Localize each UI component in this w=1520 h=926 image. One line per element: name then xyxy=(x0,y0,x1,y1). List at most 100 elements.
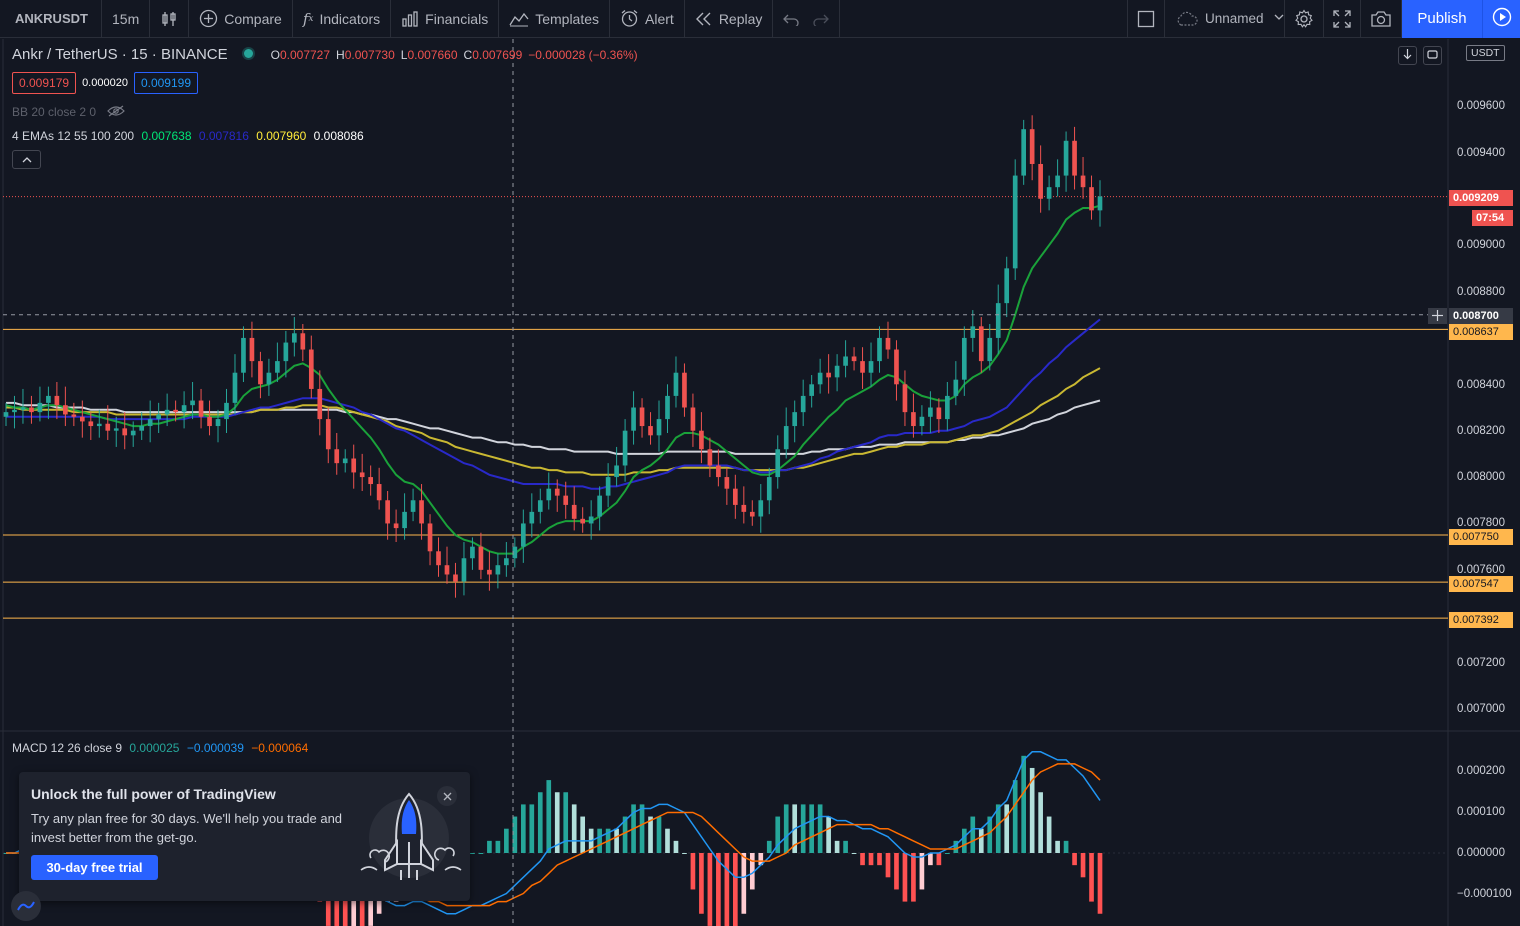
select-layout-button[interactable] xyxy=(1128,0,1165,38)
candle-body xyxy=(1004,268,1010,304)
candle-body xyxy=(1029,129,1035,164)
indicators-label: Indicators xyxy=(319,10,381,27)
candle-body xyxy=(20,407,26,410)
add-alert-plus-button[interactable] xyxy=(1428,308,1447,324)
chevron-up-icon xyxy=(22,154,32,166)
macd-histogram-bar xyxy=(682,853,687,854)
candle-body xyxy=(834,365,840,378)
candle-body xyxy=(444,565,450,575)
replay-button[interactable]: Replay xyxy=(685,0,774,38)
symbol-search-button[interactable]: ANKRUSDT xyxy=(0,0,102,38)
candle-body xyxy=(436,551,441,566)
buy-price-box[interactable]: 0.009199 xyxy=(133,72,199,94)
layout-name-button[interactable]: Unnamed xyxy=(1165,0,1285,38)
candle-body xyxy=(113,428,119,431)
undo-button[interactable] xyxy=(773,0,803,38)
alert-button[interactable]: Alert xyxy=(610,0,685,38)
bb-label: BB 20 close 2 0 xyxy=(12,105,97,119)
publish-button[interactable]: Publish xyxy=(1402,0,1482,38)
macd-histogram-bar xyxy=(504,828,509,853)
level-price-label[interactable]: 0.007392 xyxy=(1449,612,1513,628)
candle-body xyxy=(699,430,704,450)
snapshot-button[interactable] xyxy=(1361,0,1402,38)
macd-histogram-bar xyxy=(961,828,967,853)
candle-body xyxy=(470,546,475,559)
chart-type-button[interactable] xyxy=(150,0,190,38)
currency-badge[interactable]: USDT xyxy=(1466,45,1505,61)
candlestick-icon xyxy=(160,10,178,28)
macd-histogram-bar xyxy=(749,853,755,890)
macd-histogram-bar xyxy=(945,853,950,854)
macd-histogram-bar xyxy=(580,816,586,853)
redo-icon xyxy=(813,12,830,26)
symbol-legend[interactable]: Ankr / TetherUS · 15 · BINANCE O0.007727 H… xyxy=(12,46,644,63)
macd-histogram-bar xyxy=(724,853,730,926)
bid-ask-legend[interactable]: 0.009179 0.000020 0.009199 xyxy=(12,72,199,94)
macd-histogram-bar xyxy=(673,840,679,853)
interval-button[interactable]: 15m xyxy=(102,0,151,38)
candle-body xyxy=(563,495,569,505)
macd-histogram-bar xyxy=(716,853,721,926)
candle-body xyxy=(385,500,390,524)
price-axis-tick: 0.008400 xyxy=(1457,379,1505,391)
candle-body xyxy=(520,523,526,547)
candle-body xyxy=(504,558,509,566)
candle-body xyxy=(546,488,552,501)
macd-axis-tick: 0.000000 xyxy=(1457,847,1505,859)
eye-hidden-icon[interactable] xyxy=(107,105,126,120)
candle-body xyxy=(63,405,68,415)
redo-button[interactable] xyxy=(803,0,841,38)
ema-55-line xyxy=(6,318,1101,490)
free-trial-button[interactable]: 30-day free trial xyxy=(31,855,158,880)
macd-histogram-bar xyxy=(699,853,704,914)
candle-body xyxy=(79,416,85,422)
macd-histogram-bar xyxy=(487,840,492,853)
candle-body xyxy=(453,574,458,582)
level-price-label[interactable]: 0.007547 xyxy=(1449,576,1513,592)
macd-histogram-bar xyxy=(733,853,738,926)
chart-area[interactable]: Ankr / TetherUS · 15 · BINANCE O0.007727 H… xyxy=(0,39,1520,926)
scroll-down-button[interactable] xyxy=(1398,46,1417,65)
candle-body xyxy=(46,395,51,403)
settings-button[interactable] xyxy=(1285,0,1324,38)
macd-histogram-bar xyxy=(1012,780,1018,853)
macd-histogram-bar xyxy=(868,853,874,866)
macd-histogram-bar xyxy=(775,816,781,853)
price-axis-tick: 0.008200 xyxy=(1457,425,1505,437)
macd-histogram-bar xyxy=(970,816,976,853)
macd-histogram-bar xyxy=(648,816,653,853)
candle-body xyxy=(775,449,781,478)
ema-12-value: 0.007638 xyxy=(141,129,192,143)
play-circle-icon xyxy=(1492,7,1512,30)
macd-histogram-bar xyxy=(1089,853,1094,902)
alert-label: Alert xyxy=(645,10,674,27)
financials-button[interactable]: Financials xyxy=(391,0,500,38)
play-button[interactable] xyxy=(1482,0,1520,38)
tradingview-logo-icon[interactable] xyxy=(11,891,41,921)
collapse-legend-button[interactable] xyxy=(12,150,41,169)
level-price-label[interactable]: 0.008637 xyxy=(1449,324,1513,340)
compare-button[interactable]: Compare xyxy=(189,0,293,38)
macd-histogram-bar xyxy=(1004,804,1010,853)
close-popup-button[interactable] xyxy=(437,786,457,806)
fullscreen-button[interactable] xyxy=(1324,0,1361,38)
candle-body xyxy=(911,412,916,427)
maximize-pane-button[interactable] xyxy=(1423,46,1442,65)
candle-body xyxy=(597,495,602,517)
macd-histogram-bar xyxy=(1029,767,1035,853)
sell-price-box[interactable]: 0.009179 xyxy=(12,72,77,94)
plus-icon xyxy=(1432,309,1443,324)
ema-legend[interactable]: 4 EMAs 12 55 100 200 0.007638 0.007816 0… xyxy=(12,129,364,143)
macd-histogram-bar xyxy=(656,816,662,853)
candle-body xyxy=(495,565,501,575)
bb-legend[interactable]: BB 20 close 2 0 xyxy=(12,105,126,120)
macd-legend[interactable]: MACD 12 26 close 9 0.000025 −0.000039 −0… xyxy=(12,741,308,755)
candle-body xyxy=(1038,163,1043,199)
templates-button[interactable]: Templates xyxy=(499,0,611,38)
macd-histogram-bar xyxy=(520,804,526,853)
candle-body xyxy=(105,423,111,431)
macd-histogram-bar xyxy=(894,853,899,890)
level-price-label[interactable]: 0.007750 xyxy=(1449,529,1513,545)
